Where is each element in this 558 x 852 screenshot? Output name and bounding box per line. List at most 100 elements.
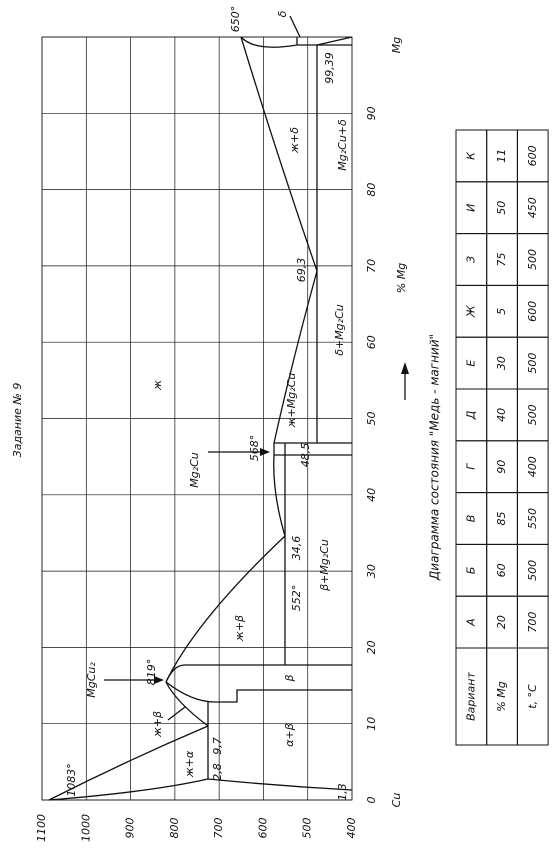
label: Mg₂Cu [188,452,201,488]
table-text: Ж [464,304,477,318]
phase-boundary [296,36,353,46]
grid: 1100 1000 900 800 700 600 500 400 0 10 20 30 40 50 60 7… [35,36,378,842]
y-tick-label: 400 [345,818,358,839]
table-text: 50 [495,201,508,215]
table-text: 500 [526,560,539,581]
liquidus [165,681,209,727]
label: 552° [290,585,303,612]
x-tick-label: 20 [365,640,378,654]
table-text: 550 [526,508,539,529]
table-text: 20 [495,615,508,629]
table-cell [516,129,549,183]
label: 99,39 [323,52,336,84]
label: 1,3 [336,783,349,801]
table-text: t, °C [526,684,539,709]
table-text: 11 [495,149,508,163]
label: ж+β [233,615,246,642]
arrowhead [260,448,270,456]
table-text: 30 [495,356,508,370]
x-tick-label: 30 [365,564,378,578]
table-text: 600 [526,145,539,166]
x-tick-label: 40 [365,488,378,502]
phase-lines [48,15,353,801]
table: Вариант А Б В Г Д Е Ж З И К % Mg 20 60 85 90 40 30 5 75 50 11… [455,129,549,746]
table-text: Д [464,410,477,420]
label: MgCu₂ [85,662,98,698]
y-tick-label: 1000 [79,814,92,842]
table-text: И [464,204,477,212]
arrowhead [154,676,164,684]
axis-label: Cu [390,793,403,808]
label: 1083° [65,763,78,797]
table-text: 85 [495,512,508,526]
arrows [104,362,409,684]
leader [167,706,186,721]
axis-label: Mg [390,37,403,53]
table-text: З [464,256,477,263]
caption: Диаграмма состояния "Медь - магний" [428,334,442,581]
x-tick-label: 50 [365,412,378,426]
table-text: В [464,515,477,523]
table-text: К [464,151,477,160]
table-text: 700 [526,612,539,633]
solvus [240,36,352,48]
table-text: 90 [495,460,508,474]
table-text: Е [464,360,477,367]
label: 69,3 [295,258,308,283]
solidus [48,778,209,801]
liquidus [273,270,318,444]
label: 48,5 [299,443,312,468]
solvus [207,778,353,791]
label: 568° [248,435,261,462]
label: 34,6 [290,536,303,561]
label: ж [151,380,164,391]
label: 819° [145,659,158,686]
label: δ [276,10,289,17]
table-text: 75 [495,253,508,267]
table-text: 400 [526,456,539,477]
leader [289,15,301,38]
y-tick-label: 1100 [35,814,48,842]
y-tick-label: 700 [212,818,225,839]
label: Mg₂Cu+δ [336,119,349,171]
table-text: 600 [526,301,539,322]
label: ж+Mg₂Cu [285,373,298,429]
table-text: Вариант [464,672,477,721]
label: ж+α [183,750,196,778]
x-tick-label: 70 [365,259,378,273]
y-tick-label: 600 [256,818,269,839]
x-tick-label: 10 [365,717,378,731]
table-text: 60 [495,563,508,577]
label: β [283,674,296,682]
axis-label: % Mg [395,263,408,293]
liquidus [273,443,286,537]
table-text: 500 [526,404,539,425]
liquidus [240,36,318,272]
x-tick-label: 0 [365,797,378,804]
table-text: 450 [526,197,539,218]
table-text: А [464,618,477,627]
x-tick-label: 80 [365,183,378,197]
liquidus [48,725,209,801]
table-text: 40 [495,408,508,422]
phase-boundary [165,681,352,703]
liquidus [165,535,286,683]
label: α+β [283,723,296,747]
arrowhead [401,362,409,374]
table-text: Г [464,463,477,470]
compound-line [274,442,352,456]
label: 650° [229,6,242,33]
y-tick-label: 500 [301,818,314,839]
label: ж+β [151,711,164,738]
label: β+Mg₂Cu [318,539,331,592]
label: 9,7 [211,737,224,755]
y-tick-label: 800 [168,818,181,839]
title: Задание № 9 [11,383,24,458]
table-text: Б [464,567,477,575]
table-text: 500 [526,353,539,374]
table-text: % Mg [495,681,508,711]
diagram-sheet: Задание № 9 1100 1000 900 800 700 600 500 40001… [11,6,549,842]
label: δ+Mg₂Cu [333,304,346,356]
table-text: 5 [495,308,508,315]
x-tick-label: 60 [365,335,378,349]
